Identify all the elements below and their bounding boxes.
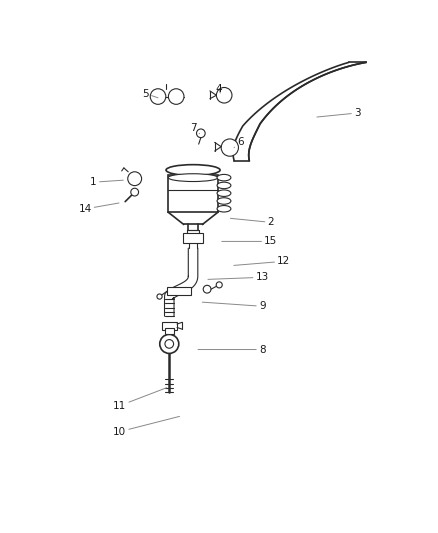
Text: 1: 1 — [90, 177, 123, 187]
Circle shape — [150, 89, 166, 104]
Bar — [162, 322, 177, 329]
Bar — [165, 328, 173, 334]
Text: 13: 13 — [208, 272, 269, 282]
Text: 2: 2 — [230, 217, 274, 228]
Ellipse shape — [217, 206, 231, 212]
Text: 11: 11 — [113, 387, 167, 411]
Circle shape — [216, 282, 222, 288]
Text: 9: 9 — [202, 301, 265, 311]
Circle shape — [197, 129, 205, 138]
Polygon shape — [233, 62, 366, 160]
Ellipse shape — [217, 182, 231, 189]
Text: 4: 4 — [215, 84, 223, 94]
Circle shape — [216, 87, 232, 103]
Ellipse shape — [166, 165, 220, 175]
Ellipse shape — [217, 174, 231, 181]
Bar — [168, 175, 218, 212]
Polygon shape — [165, 248, 198, 316]
Text: 12: 12 — [234, 256, 290, 266]
Text: 6: 6 — [234, 137, 244, 148]
Circle shape — [168, 89, 184, 104]
Text: 3: 3 — [317, 108, 361, 118]
Circle shape — [131, 188, 138, 196]
Bar — [167, 287, 191, 295]
Ellipse shape — [168, 174, 218, 182]
Text: 8: 8 — [198, 344, 265, 354]
Text: 14: 14 — [78, 203, 119, 214]
Circle shape — [160, 334, 179, 353]
Text: 5: 5 — [142, 88, 158, 99]
Circle shape — [203, 285, 211, 293]
Ellipse shape — [217, 190, 231, 197]
Ellipse shape — [217, 198, 231, 204]
Circle shape — [157, 294, 162, 299]
Circle shape — [165, 340, 173, 348]
Text: 7: 7 — [190, 123, 200, 134]
Text: 10: 10 — [113, 416, 180, 437]
Circle shape — [221, 139, 238, 156]
Bar — [183, 233, 203, 243]
Text: 15: 15 — [222, 237, 278, 246]
Circle shape — [128, 172, 141, 185]
